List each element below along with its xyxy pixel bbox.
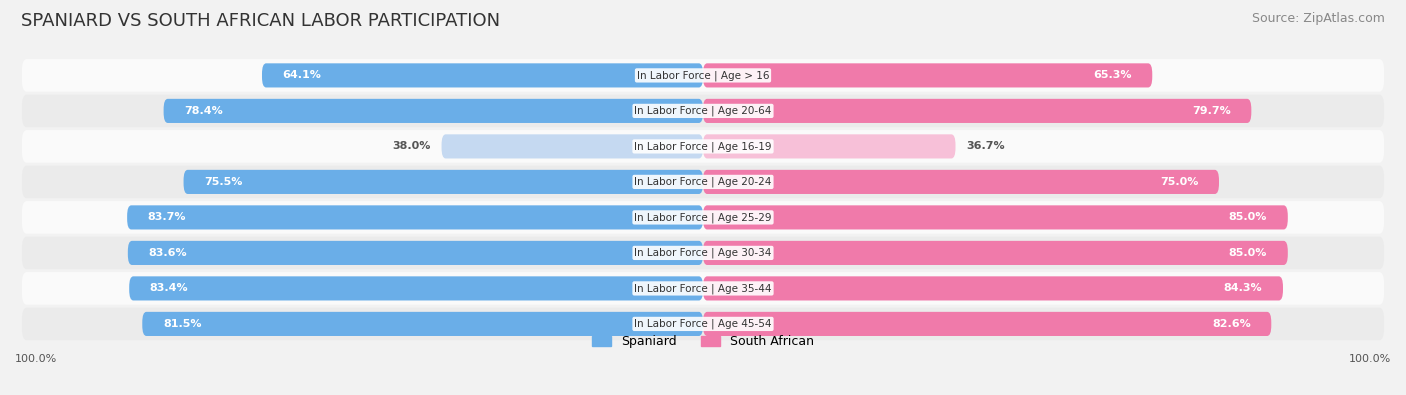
FancyBboxPatch shape	[703, 241, 1288, 265]
Text: 83.6%: 83.6%	[149, 248, 187, 258]
FancyBboxPatch shape	[22, 201, 1384, 234]
Text: 84.3%: 84.3%	[1223, 284, 1263, 293]
Text: In Labor Force | Age 25-29: In Labor Force | Age 25-29	[634, 212, 772, 223]
FancyBboxPatch shape	[703, 170, 1219, 194]
FancyBboxPatch shape	[441, 134, 703, 158]
FancyBboxPatch shape	[22, 308, 1384, 340]
FancyBboxPatch shape	[703, 276, 1284, 301]
FancyBboxPatch shape	[129, 276, 703, 301]
Text: In Labor Force | Age 16-19: In Labor Force | Age 16-19	[634, 141, 772, 152]
FancyBboxPatch shape	[22, 237, 1384, 269]
Text: 85.0%: 85.0%	[1229, 213, 1267, 222]
Text: In Labor Force | Age 35-44: In Labor Force | Age 35-44	[634, 283, 772, 293]
Text: 78.4%: 78.4%	[184, 106, 224, 116]
Legend: Spaniard, South African: Spaniard, South African	[592, 335, 814, 348]
Text: 85.0%: 85.0%	[1229, 248, 1267, 258]
FancyBboxPatch shape	[703, 99, 1251, 123]
Text: 75.5%: 75.5%	[204, 177, 243, 187]
Text: 82.6%: 82.6%	[1212, 319, 1251, 329]
Text: 81.5%: 81.5%	[163, 319, 201, 329]
FancyBboxPatch shape	[127, 205, 703, 229]
FancyBboxPatch shape	[262, 63, 703, 87]
Text: In Labor Force | Age 20-64: In Labor Force | Age 20-64	[634, 105, 772, 116]
FancyBboxPatch shape	[184, 170, 703, 194]
FancyBboxPatch shape	[22, 166, 1384, 198]
Text: 38.0%: 38.0%	[392, 141, 430, 151]
Text: SPANIARD VS SOUTH AFRICAN LABOR PARTICIPATION: SPANIARD VS SOUTH AFRICAN LABOR PARTICIP…	[21, 12, 501, 30]
Text: 65.3%: 65.3%	[1092, 70, 1132, 81]
Text: In Labor Force | Age 20-24: In Labor Force | Age 20-24	[634, 177, 772, 187]
Text: 83.7%: 83.7%	[148, 213, 186, 222]
Text: In Labor Force | Age 45-54: In Labor Force | Age 45-54	[634, 319, 772, 329]
FancyBboxPatch shape	[142, 312, 703, 336]
Text: 100.0%: 100.0%	[1348, 354, 1391, 364]
FancyBboxPatch shape	[163, 99, 703, 123]
Text: Source: ZipAtlas.com: Source: ZipAtlas.com	[1251, 12, 1385, 25]
FancyBboxPatch shape	[22, 272, 1384, 305]
Text: 75.0%: 75.0%	[1160, 177, 1198, 187]
Text: In Labor Force | Age > 16: In Labor Force | Age > 16	[637, 70, 769, 81]
FancyBboxPatch shape	[128, 241, 703, 265]
Text: 100.0%: 100.0%	[15, 354, 58, 364]
Text: 64.1%: 64.1%	[283, 70, 322, 81]
Text: 83.4%: 83.4%	[150, 284, 188, 293]
FancyBboxPatch shape	[703, 63, 1153, 87]
FancyBboxPatch shape	[703, 134, 956, 158]
Text: 36.7%: 36.7%	[966, 141, 1005, 151]
FancyBboxPatch shape	[22, 94, 1384, 127]
FancyBboxPatch shape	[703, 205, 1288, 229]
Text: 79.7%: 79.7%	[1192, 106, 1230, 116]
FancyBboxPatch shape	[22, 130, 1384, 163]
FancyBboxPatch shape	[22, 59, 1384, 92]
Text: In Labor Force | Age 30-34: In Labor Force | Age 30-34	[634, 248, 772, 258]
FancyBboxPatch shape	[703, 312, 1271, 336]
